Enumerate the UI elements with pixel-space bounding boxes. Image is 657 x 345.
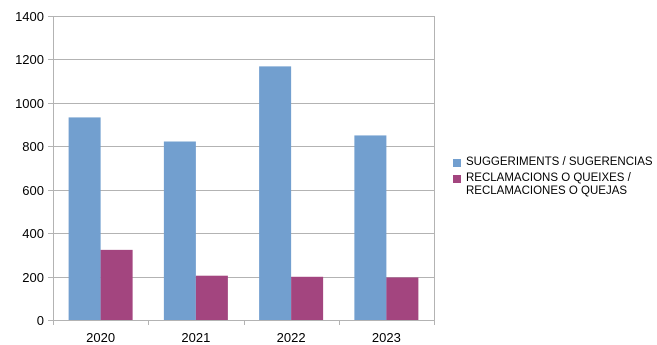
bar-2022-series-2: [291, 276, 324, 320]
legend-swatch: [453, 159, 461, 167]
legend: SUGGERIMENTS / SUGERENCIAS RECLAMACIONS O…: [453, 156, 653, 201]
legend-label: RECLAMACIONS O QUEIXES / RECLAMACIONES O…: [466, 172, 631, 197]
x-tick-label: 2022: [277, 330, 306, 345]
bars: [68, 66, 419, 321]
y-tick-label: 400: [22, 226, 44, 241]
bar-2021-series-1: [163, 141, 196, 320]
y-tick-label: 600: [22, 183, 44, 198]
legend-item: RECLAMACIONS O QUEIXES / RECLAMACIONES O…: [453, 172, 653, 198]
x-tick-label: 2023: [372, 330, 401, 345]
y-tick-label: 200: [22, 270, 44, 285]
bar-2022-series-1: [259, 66, 292, 321]
y-tick-label: 800: [22, 139, 44, 154]
y-tick-label: 1200: [15, 52, 44, 67]
bar-2021-series-2: [195, 275, 228, 320]
bar-2020-series-2: [100, 249, 133, 320]
bar-2023-series-1: [354, 135, 387, 320]
legend-label: SUGGERIMENTS / SUGERENCIAS: [466, 156, 653, 168]
x-tick-labels: 2020 2021 2022 2023: [86, 330, 401, 345]
bar-2023-series-2: [386, 277, 419, 320]
x-tick-label: 2021: [181, 330, 210, 345]
y-tick-label: 1400: [15, 9, 44, 24]
y-tick-label: 0: [37, 313, 44, 328]
legend-item: SUGGERIMENTS / SUGERENCIAS: [453, 156, 653, 169]
x-tick-label: 2020: [86, 330, 115, 345]
y-tick-labels: 0 200 400 600 800 1000 1200 1400: [15, 9, 44, 328]
y-tick-label: 1000: [15, 96, 44, 111]
legend-swatch: [453, 175, 461, 183]
axes: [48, 16, 435, 325]
bar-2020-series-1: [68, 117, 101, 320]
